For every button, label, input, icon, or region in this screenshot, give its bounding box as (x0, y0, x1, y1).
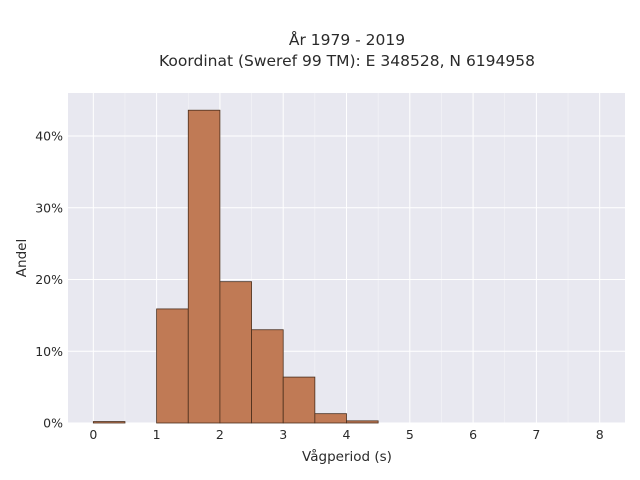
y-tick-label: 10% (35, 344, 63, 359)
chart-title-line2: Koordinat (Sweref 99 TM): E 348528, N 61… (159, 52, 535, 70)
y-tick-label: 20% (35, 272, 63, 287)
histogram-bar (92, 421, 126, 424)
y-tick-label: 40% (35, 129, 63, 144)
histogram-bar (346, 420, 379, 424)
x-tick-label: 3 (279, 427, 287, 442)
histogram-bar (187, 109, 221, 424)
x-tick-label: 7 (532, 427, 540, 442)
histogram-bar (156, 308, 189, 424)
x-tick-label: 0 (89, 427, 97, 442)
y-axis-label: Andel (14, 239, 30, 277)
grid-lines (68, 93, 625, 424)
x-tick-label: 1 (153, 427, 161, 442)
x-tick-label: 4 (343, 427, 351, 442)
bars (92, 109, 379, 424)
histogram-bar (219, 281, 252, 424)
histogram-bar (282, 376, 316, 424)
x-tick-label: 8 (596, 427, 604, 442)
y-tick-label: 0% (43, 416, 63, 431)
x-tick-label: 2 (216, 427, 224, 442)
x-tick-label: 6 (469, 427, 477, 442)
tick-labels: 0 1 2 3 4 5 6 7 8 0% 10% 20% 30% 40% (35, 129, 604, 442)
x-tick-label: 5 (406, 427, 414, 442)
y-tick-label: 30% (35, 200, 63, 215)
histogram-bar (251, 329, 284, 424)
histogram-bar (314, 413, 347, 424)
x-axis-label: Vågperiod (s) (302, 448, 392, 465)
chart-title-line1: År 1979 - 2019 (289, 30, 405, 49)
